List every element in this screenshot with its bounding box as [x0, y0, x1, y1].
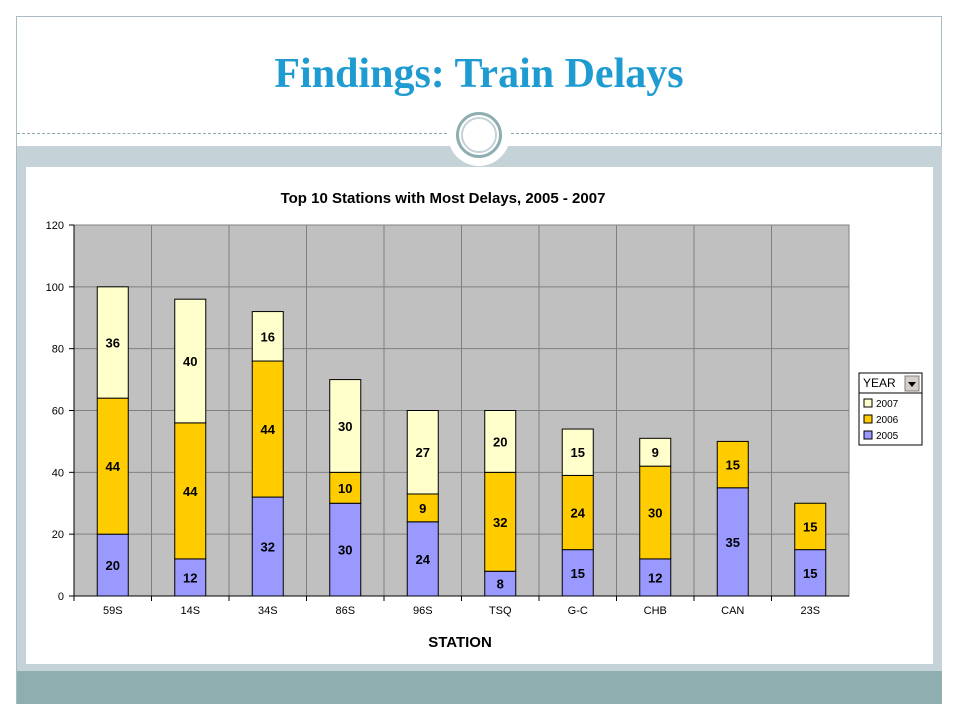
bar-segment-2006 — [794, 502, 827, 551]
slide-title: Findings: Train Delays — [274, 51, 684, 97]
x-tick-label: 96S — [413, 605, 433, 617]
data-label: 15 — [803, 566, 817, 581]
divider-inner-ring — [461, 117, 497, 153]
bar-segment-2007 — [484, 410, 517, 473]
bar-segment-2006 — [251, 360, 284, 498]
x-axis-label: STATION — [428, 634, 492, 651]
legend: YEAR 2007 2006 2005 — [858, 372, 923, 446]
data-label: 9 — [652, 445, 659, 460]
bar-segment-2005 — [639, 558, 672, 597]
x-tick-label: G-C — [568, 605, 588, 617]
y-tick-label: 0 — [58, 591, 64, 603]
data-label: 12 — [648, 570, 662, 585]
legend-swatch-2007 — [863, 398, 873, 408]
data-label: 32 — [493, 515, 507, 530]
data-label: 15 — [726, 458, 740, 473]
data-label: 24 — [416, 552, 431, 567]
bar-segment-2007 — [329, 379, 362, 473]
bar-segment-2006 — [406, 493, 439, 523]
bar-segment-2006 — [174, 422, 207, 560]
title-divider-left — [17, 133, 447, 134]
bar-segment-2007 — [96, 286, 129, 399]
x-tick-label: CAN — [721, 605, 744, 617]
bar-segment-2005 — [174, 558, 207, 597]
y-tick-label: 80 — [52, 344, 64, 356]
data-label: 20 — [493, 434, 507, 449]
bar-segment-2007 — [406, 410, 439, 495]
title-divider-right — [511, 133, 942, 134]
y-tick-label: 40 — [52, 467, 64, 479]
legend-swatch-2006 — [863, 414, 873, 424]
x-tick-label: 23S — [800, 605, 820, 617]
bar-segment-2005 — [794, 549, 827, 597]
bar-segment-2007 — [174, 298, 207, 424]
data-label: 27 — [416, 445, 430, 460]
data-label: 44 — [261, 422, 276, 437]
bar-segment-2007 — [561, 428, 594, 476]
data-label: 35 — [726, 535, 740, 550]
bar-segment-2005 — [329, 502, 362, 597]
legend-swatch-2005 — [863, 430, 873, 440]
data-label: 36 — [106, 335, 120, 350]
bars-layer: 20 44 36 12 44 40 32 44 16 30 10 30 24 9 27 8 32 20 15 24 15… — [96, 286, 827, 597]
bar-segment-2005 — [716, 487, 749, 597]
x-tick-label: CHB — [644, 605, 667, 617]
chevron-down-icon — [908, 382, 916, 387]
chart-title: Top 10 Stations with Most Delays, 2005 -… — [281, 190, 606, 207]
data-label: 44 — [183, 484, 198, 499]
legend-entry-2006: 2006 — [876, 415, 899, 426]
legend-entry-2005: 2005 — [876, 431, 899, 442]
data-label: 30 — [338, 419, 352, 434]
data-label: 15 — [571, 445, 585, 460]
data-label: 30 — [338, 543, 352, 558]
x-tick-label: TSQ — [489, 605, 512, 617]
x-tick-label: 86S — [335, 605, 355, 617]
data-label: 44 — [106, 459, 121, 474]
data-label: 12 — [183, 570, 197, 585]
legend-title: YEAR — [863, 376, 896, 390]
data-label: 32 — [261, 540, 275, 555]
x-tick-label: 59S — [103, 605, 123, 617]
data-label: 8 — [497, 577, 504, 592]
y-tick-label: 100 — [46, 282, 64, 294]
chart-area: Top 10 Stations with Most Delays, 2005 -… — [26, 167, 933, 664]
footer-band — [17, 671, 942, 704]
x-tick-label: 14S — [180, 605, 200, 617]
data-label: 20 — [106, 558, 120, 573]
data-label: 40 — [183, 354, 197, 369]
x-tick-label: 34S — [258, 605, 278, 617]
data-label: 16 — [261, 329, 275, 344]
bar-segment-2007 — [639, 437, 672, 467]
bar-segment-2005 — [251, 496, 284, 597]
bar-segment-2006 — [329, 471, 362, 504]
axis-layer: 0 20 40 60 80 100 120 59S 14S 34S 86S 96S TSQ G-C CHB C… — [46, 220, 849, 617]
bar-segment-2006 — [639, 465, 672, 560]
bar-segment-2006 — [96, 397, 129, 535]
bar-chart: Top 10 Stations with Most Delays, 2005 -… — [46, 190, 923, 651]
y-tick-label: 120 — [46, 220, 64, 232]
data-label: 15 — [571, 566, 585, 581]
bar-segment-2006 — [484, 471, 517, 572]
y-tick-label: 60 — [52, 406, 64, 418]
bar-segment-2006 — [716, 440, 749, 489]
bar-segment-2006 — [561, 474, 594, 551]
data-label: 24 — [571, 506, 586, 521]
bar-segment-2007 — [251, 311, 284, 362]
y-tick-label: 20 — [52, 529, 64, 541]
legend-entry-2007: 2007 — [876, 399, 899, 410]
data-label: 9 — [419, 501, 426, 516]
bar-segment-2005 — [96, 533, 129, 597]
data-label: 15 — [803, 519, 817, 534]
data-label: 10 — [338, 481, 352, 496]
data-label: 30 — [648, 506, 662, 521]
